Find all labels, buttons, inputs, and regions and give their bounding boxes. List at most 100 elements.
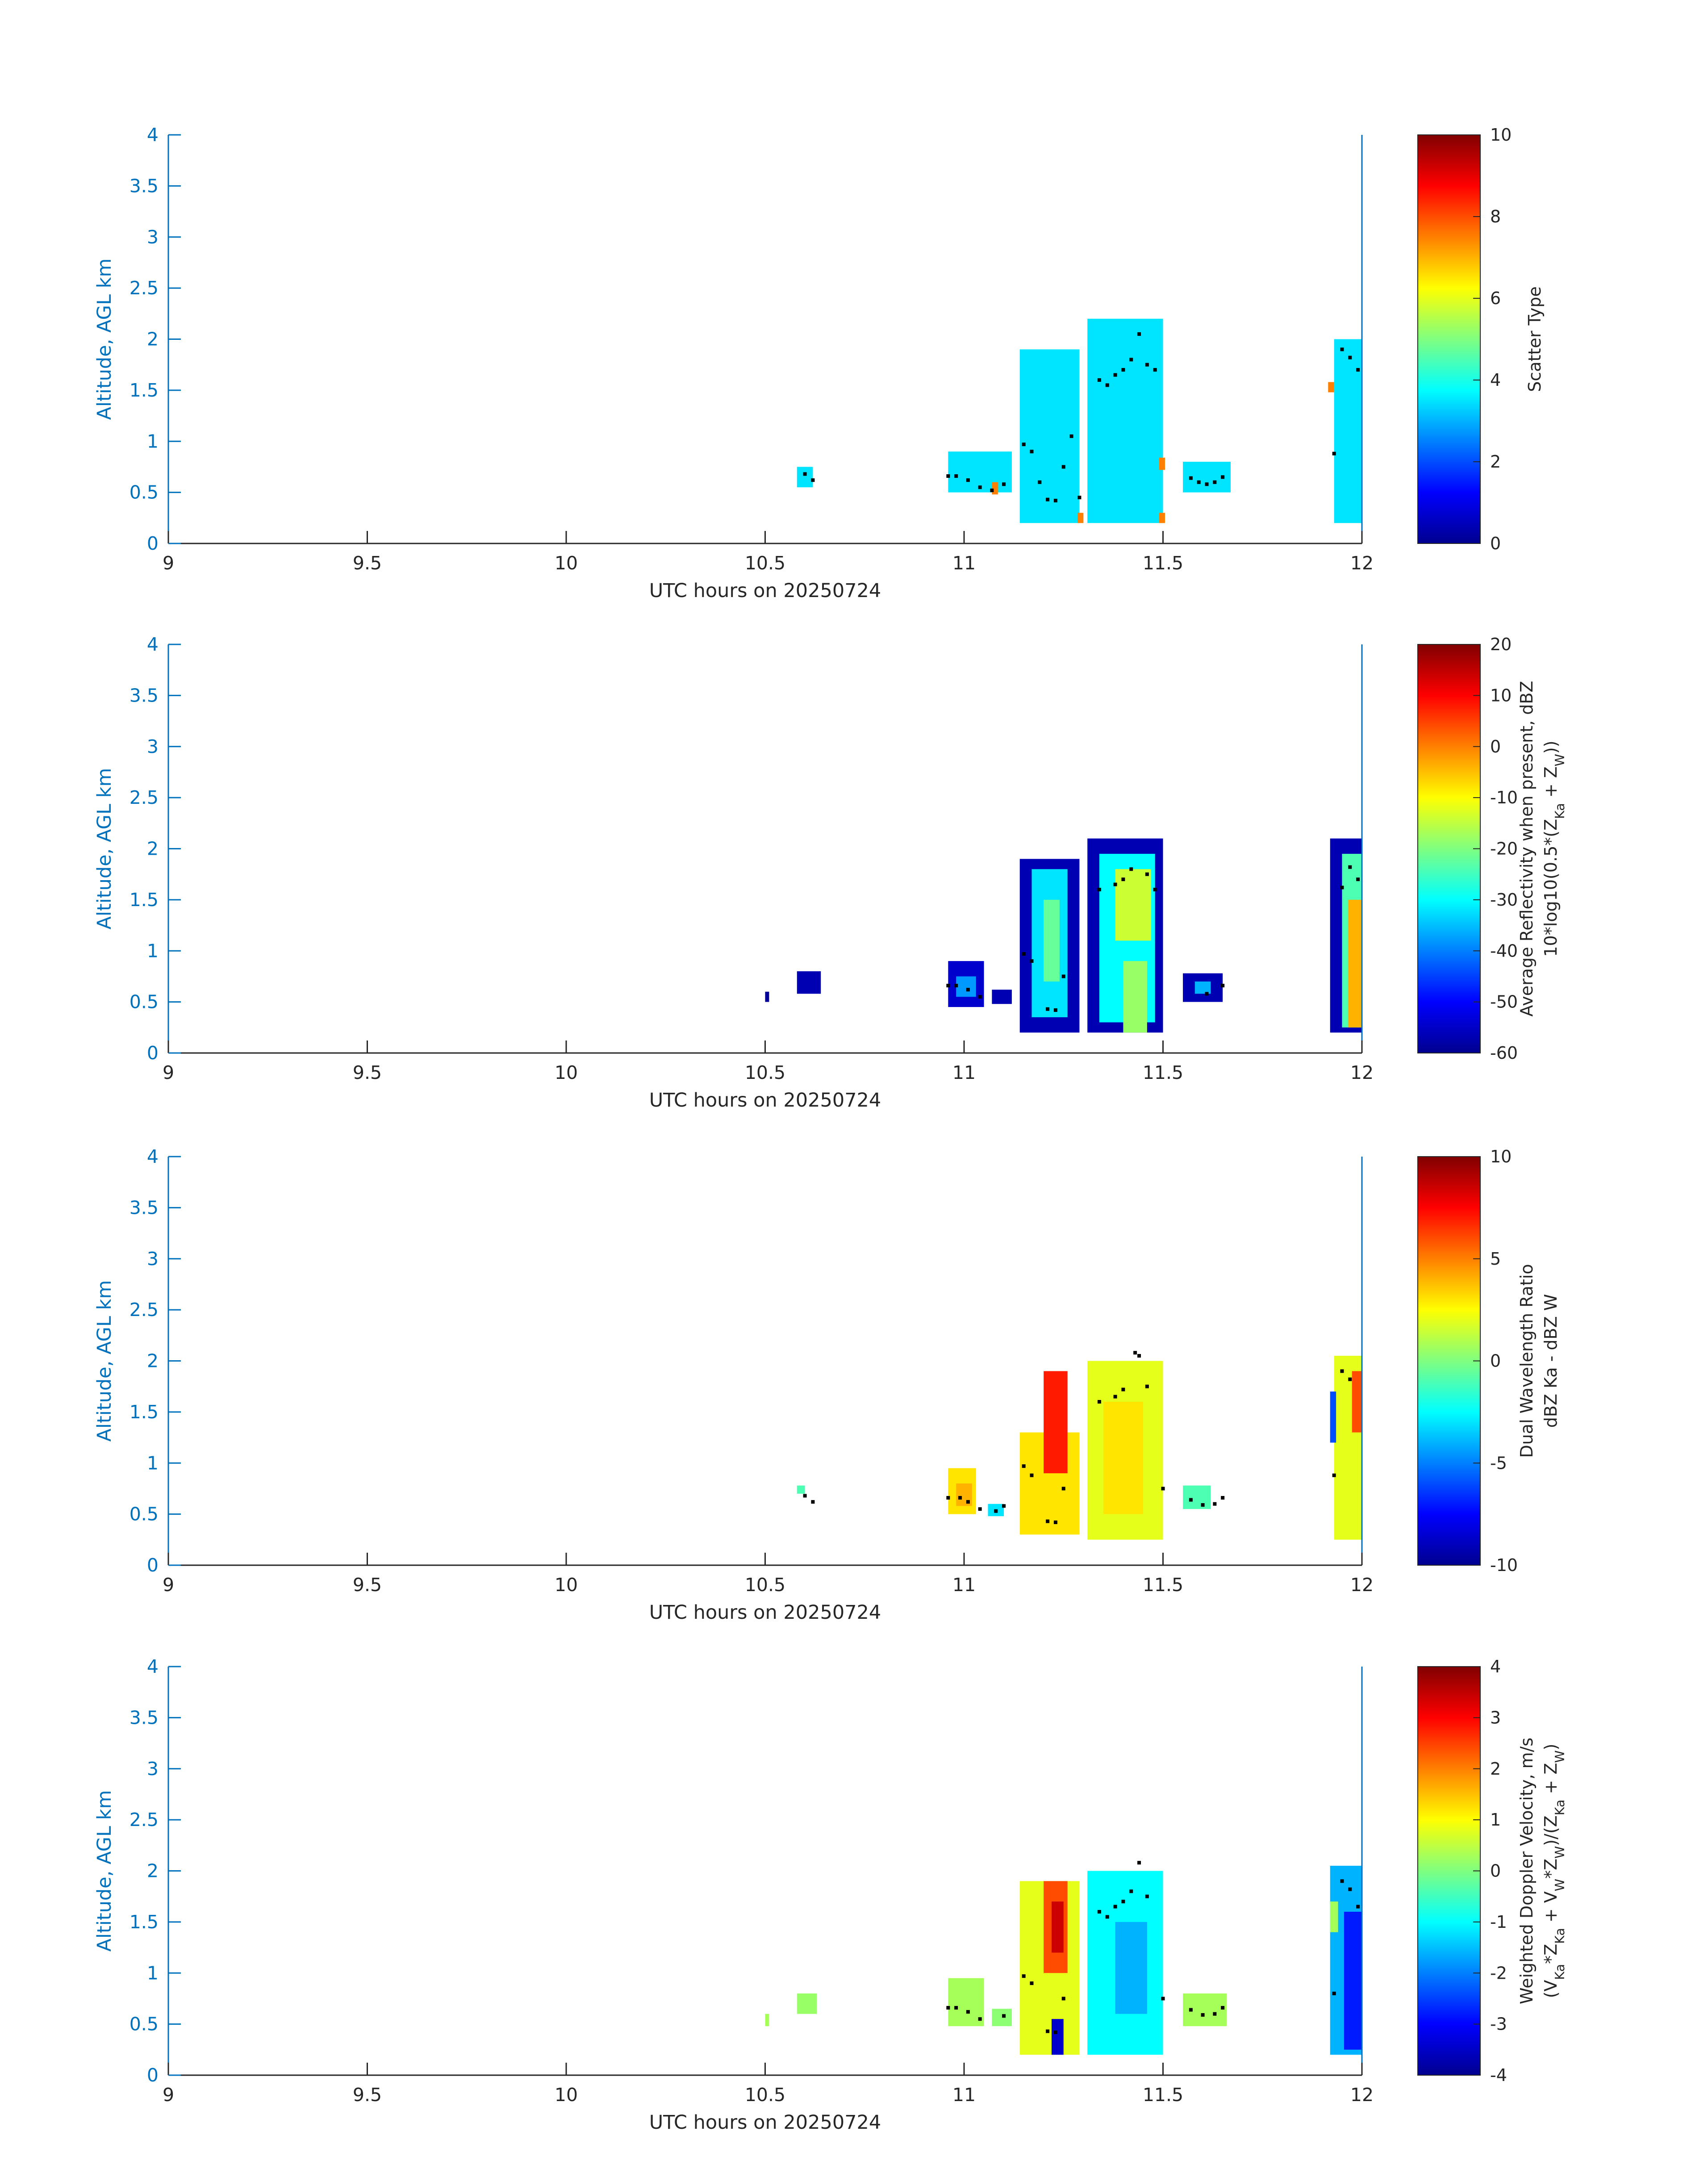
y-tick-label: 3.5	[129, 1707, 159, 1728]
data-point	[1070, 435, 1073, 438]
data-point	[966, 1500, 970, 1504]
data-point	[1062, 1487, 1065, 1490]
heatmap-cell	[797, 1486, 805, 1494]
x-tick-label: 10	[555, 552, 578, 574]
data-point	[811, 478, 814, 482]
data-point	[978, 1507, 982, 1511]
y-axis-label: Altitude, AGL km	[93, 1280, 116, 1442]
data-point	[1129, 358, 1133, 361]
colorbar: 0 2 4 6 8 10 Scatter Type	[1418, 125, 1545, 553]
data-point	[1121, 1900, 1125, 1903]
data-point	[1145, 873, 1149, 876]
heatmap-cell	[1103, 1402, 1143, 1514]
y-tick-label: 1.5	[129, 889, 159, 911]
data-point	[1340, 347, 1344, 351]
heatmap-cell	[1077, 513, 1083, 523]
heatmap-cells	[765, 839, 1366, 1033]
data-point	[1002, 1504, 1006, 1508]
data-point	[1213, 1502, 1216, 1506]
y-tick-label: 4	[147, 1146, 159, 1167]
y-tick-label: 1.5	[129, 1911, 159, 1933]
data-point	[1022, 1464, 1026, 1468]
colorbar-gradient	[1418, 135, 1480, 543]
heatmap-cell	[1123, 961, 1147, 1032]
colorbar-tick-label: -20	[1490, 839, 1518, 859]
y-axis-label: Altitude, AGL km	[93, 259, 116, 420]
x-tick-label: 12	[1350, 552, 1374, 574]
data-point	[1213, 481, 1216, 484]
colorbar-tick-label: 1	[1490, 1810, 1501, 1830]
data-point	[1221, 1496, 1224, 1500]
heatmap-cell	[1115, 869, 1151, 940]
data-point	[803, 472, 807, 476]
colorbar-gradient	[1418, 1667, 1480, 2075]
data-point	[978, 2017, 982, 2021]
heatmap-cells	[797, 319, 1366, 523]
heatmap-cell	[765, 992, 769, 1002]
data-point	[1348, 1378, 1352, 1381]
colorbar-tick-label: -1	[1490, 1912, 1507, 1932]
heatmap-cell	[1348, 900, 1362, 1028]
heatmap-cell	[1044, 900, 1060, 982]
y-tick-label: 0.5	[129, 482, 159, 503]
colorbar-tick-label: 0	[1490, 534, 1501, 553]
heatmap-cells	[797, 1356, 1366, 1540]
data-point	[1022, 443, 1026, 446]
colorbar-label: (VKa*ZKa + VW*ZW)/(ZKa + ZW)	[1541, 1744, 1567, 1998]
y-tick-label: 3	[147, 736, 159, 757]
colorbar-label: Scatter Type	[1525, 286, 1545, 392]
x-tick-label: 10.5	[745, 552, 785, 574]
heatmap-cell	[992, 2009, 1012, 2026]
heatmap-cell	[992, 482, 998, 494]
x-tick-label: 11	[952, 2084, 976, 2106]
heatmap-cell	[1195, 982, 1211, 994]
data-point	[1030, 1981, 1033, 1985]
y-tick-label: 1.5	[129, 380, 159, 401]
y-tick-label: 0.5	[129, 2014, 159, 2035]
y-tick-label: 2.5	[129, 787, 159, 808]
x-axis-label: UTC hours on 20250724	[649, 580, 881, 602]
data-point	[1340, 886, 1344, 889]
heatmap-cell	[1352, 1371, 1366, 1432]
data-point	[1213, 2012, 1216, 2016]
y-tick-label: 1.5	[129, 1401, 159, 1423]
colorbar-tick-label: 2	[1490, 452, 1501, 472]
data-point	[1153, 368, 1157, 372]
data-point	[1332, 1474, 1336, 1477]
data-point	[1332, 452, 1336, 455]
data-point	[1137, 332, 1141, 336]
colorbar-tick-label: 0	[1490, 737, 1501, 756]
x-tick-label: 10.5	[745, 2084, 785, 2106]
data-point	[1129, 1889, 1133, 1893]
data-point	[1062, 465, 1065, 468]
data-point	[1340, 1369, 1344, 1373]
x-tick-label: 11.5	[1143, 552, 1183, 574]
heatmap-cell	[1330, 1901, 1338, 1932]
data-point	[1121, 877, 1125, 881]
data-point	[1153, 888, 1157, 891]
data-point	[1332, 1992, 1336, 1995]
data-point	[1145, 1895, 1149, 1898]
heatmap-cell	[1334, 339, 1366, 523]
data-point	[994, 1509, 998, 1513]
panel-scatter-type: 9 9.5 10 10.5 11 11.5 1200.511.522.533.54UTC h…	[93, 124, 1545, 602]
y-tick-label: 0	[147, 2064, 159, 2086]
data-point	[1145, 363, 1149, 367]
heatmap-cell	[797, 467, 813, 487]
data-point	[1348, 1888, 1352, 1891]
x-tick-label: 9.5	[353, 552, 382, 574]
data-point	[1137, 1354, 1141, 1358]
colorbar-tick-label: -30	[1490, 890, 1518, 910]
data-point	[1106, 1915, 1109, 1918]
colorbar-tick-label: -5	[1490, 1453, 1507, 1473]
colorbar-tick-label: 5	[1490, 1249, 1501, 1269]
data-point	[1356, 368, 1360, 372]
y-tick-label: 1	[147, 1962, 159, 1984]
x-axis-label: UTC hours on 20250724	[649, 2111, 881, 2134]
y-tick-label: 1	[147, 430, 159, 452]
heatmap-cell	[1115, 1922, 1147, 2014]
colorbar-tick-label: 10	[1490, 685, 1512, 705]
y-axis-label: Altitude, AGL km	[93, 1790, 116, 1952]
